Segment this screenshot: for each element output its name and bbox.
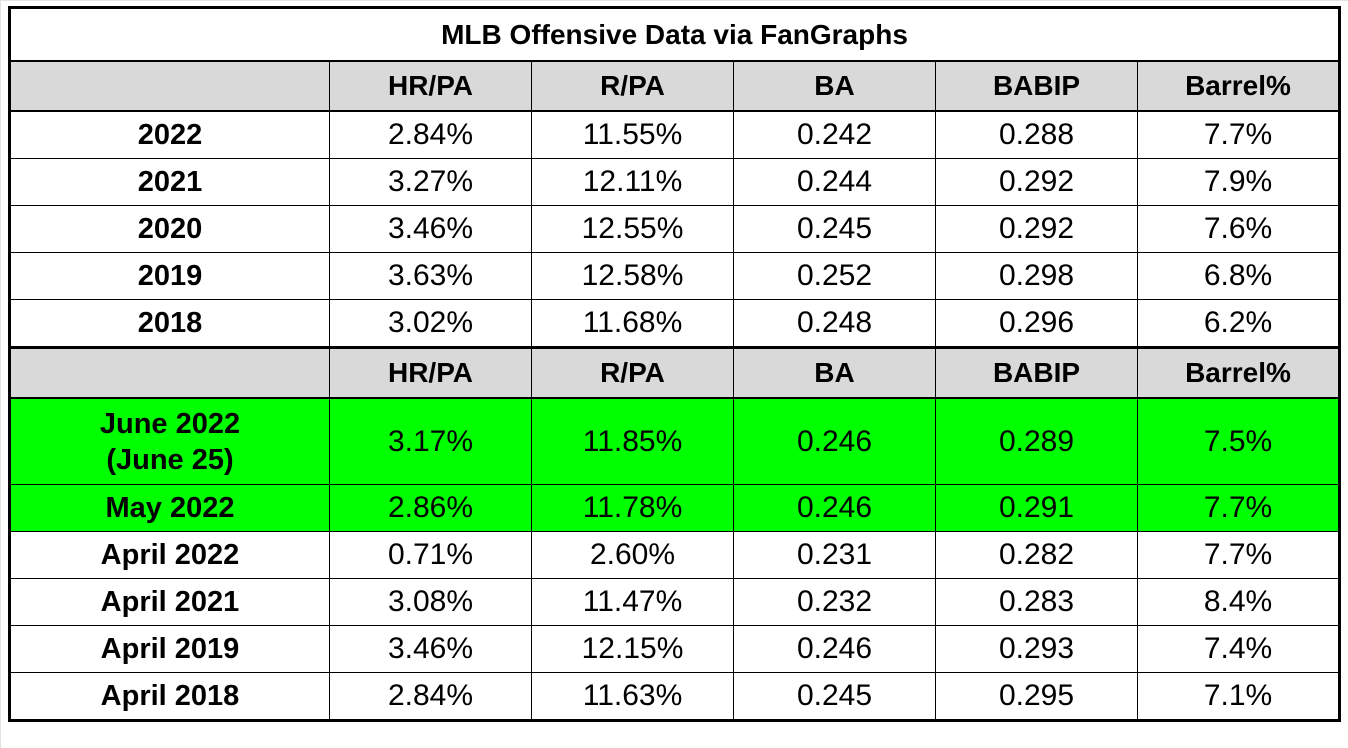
cell-barrel[interactable]: 7.6%	[1136, 205, 1341, 253]
cell-babip[interactable]: 0.292	[935, 205, 1138, 253]
header-hr-pa[interactable]: HR/PA	[329, 60, 532, 112]
header-r-pa[interactable]: R/PA	[531, 60, 734, 112]
header-empty-cell[interactable]	[9, 60, 330, 112]
cell-hr-pa[interactable]: 3.02%	[329, 299, 532, 348]
title-row: MLB Offensive Data via FanGraphs	[8, 7, 1341, 62]
cell-hr-pa[interactable]: 2.84%	[329, 110, 532, 159]
header-row-monthly: HR/PA R/PA BA BABIP Barrel%	[9, 346, 1341, 399]
cell-ba[interactable]: 0.232	[733, 578, 936, 626]
row-label[interactable]: 2022	[9, 110, 330, 159]
cell-hr-pa[interactable]: 3.46%	[329, 205, 532, 253]
cell-r-pa[interactable]: 11.63%	[531, 672, 734, 721]
cell-r-pa[interactable]: 11.78%	[531, 484, 734, 532]
cell-barrel[interactable]: 7.9%	[1136, 158, 1341, 206]
cell-ba[interactable]: 0.246	[733, 484, 936, 532]
cell-babip[interactable]: 0.296	[935, 299, 1138, 348]
cell-babip[interactable]: 0.298	[935, 252, 1138, 300]
cell-barrel[interactable]: 7.5%	[1136, 397, 1341, 485]
cell-babip[interactable]: 0.291	[935, 484, 1138, 532]
cell-babip[interactable]: 0.288	[935, 110, 1138, 159]
header-babip[interactable]: BABIP	[935, 346, 1138, 399]
row-label[interactable]: 2021	[9, 158, 330, 206]
header-r-pa[interactable]: R/PA	[531, 346, 734, 399]
header-ba[interactable]: BA	[733, 346, 936, 399]
cell-barrel[interactable]: 6.2%	[1136, 299, 1341, 348]
cell-ba[interactable]: 0.231	[733, 531, 936, 579]
table-row-highlighted: June 2022 (June 25) 3.17% 11.85% 0.246 0.…	[9, 397, 1341, 485]
cell-hr-pa[interactable]: 3.46%	[329, 625, 532, 673]
table-row: 2020 3.46% 12.55% 0.245 0.292 7.6%	[9, 205, 1341, 253]
header-babip[interactable]: BABIP	[935, 60, 1138, 112]
cell-hr-pa[interactable]: 3.17%	[329, 397, 532, 485]
table-row: April 2021 3.08% 11.47% 0.232 0.283 8.4%	[9, 578, 1341, 626]
cell-babip[interactable]: 0.292	[935, 158, 1138, 206]
cell-barrel[interactable]: 6.8%	[1136, 252, 1341, 300]
mlb-offense-table: MLB Offensive Data via FanGraphs HR/PA R…	[8, 6, 1342, 722]
cell-hr-pa[interactable]: 2.84%	[329, 672, 532, 721]
cell-r-pa[interactable]: 2.60%	[531, 531, 734, 579]
cell-babip[interactable]: 0.295	[935, 672, 1138, 721]
cell-ba[interactable]: 0.252	[733, 252, 936, 300]
cell-r-pa[interactable]: 11.68%	[531, 299, 734, 348]
table-row-highlighted: May 2022 2.86% 11.78% 0.246 0.291 7.7%	[9, 484, 1341, 532]
header-hr-pa[interactable]: HR/PA	[329, 346, 532, 399]
row-label[interactable]: 2019	[9, 252, 330, 300]
row-label[interactable]: April 2018	[9, 672, 330, 721]
cell-ba[interactable]: 0.246	[733, 625, 936, 673]
table-row: April 2022 0.71% 2.60% 0.231 0.282 7.7%	[9, 531, 1341, 579]
cell-barrel[interactable]: 7.4%	[1136, 625, 1341, 673]
header-barrel[interactable]: Barrel%	[1136, 346, 1341, 399]
cell-hr-pa[interactable]: 2.86%	[329, 484, 532, 532]
row-label[interactable]: 2018	[9, 299, 330, 348]
cell-ba[interactable]: 0.246	[733, 397, 936, 485]
row-label-line2: (June 25)	[106, 443, 234, 476]
row-label[interactable]: June 2022 (June 25)	[9, 397, 330, 485]
table-row: April 2018 2.84% 11.63% 0.245 0.295 7.1%	[9, 672, 1341, 721]
cell-hr-pa[interactable]: 3.08%	[329, 578, 532, 626]
header-empty-cell[interactable]	[9, 346, 330, 399]
row-label[interactable]: May 2022	[9, 484, 330, 532]
header-row-yearly: HR/PA R/PA BA BABIP Barrel%	[9, 60, 1341, 112]
cell-ba[interactable]: 0.244	[733, 158, 936, 206]
table-title[interactable]: MLB Offensive Data via FanGraphs	[8, 7, 1341, 62]
table-row: 2021 3.27% 12.11% 0.244 0.292 7.9%	[9, 158, 1341, 206]
cell-ba[interactable]: 0.248	[733, 299, 936, 348]
cell-hr-pa[interactable]: 0.71%	[329, 531, 532, 579]
cell-r-pa[interactable]: 12.11%	[531, 158, 734, 206]
cell-r-pa[interactable]: 12.55%	[531, 205, 734, 253]
header-barrel[interactable]: Barrel%	[1136, 60, 1341, 112]
cell-hr-pa[interactable]: 3.63%	[329, 252, 532, 300]
cell-ba[interactable]: 0.245	[733, 672, 936, 721]
cell-hr-pa[interactable]: 3.27%	[329, 158, 532, 206]
table-row: 2018 3.02% 11.68% 0.248 0.296 6.2%	[9, 299, 1341, 348]
table-row: 2022 2.84% 11.55% 0.242 0.288 7.7%	[9, 110, 1341, 159]
cell-r-pa[interactable]: 11.55%	[531, 110, 734, 159]
cell-r-pa[interactable]: 11.85%	[531, 397, 734, 485]
table-row: April 2019 3.46% 12.15% 0.246 0.293 7.4%	[9, 625, 1341, 673]
cell-r-pa[interactable]: 11.47%	[531, 578, 734, 626]
cell-ba[interactable]: 0.245	[733, 205, 936, 253]
cell-babip[interactable]: 0.282	[935, 531, 1138, 579]
cell-babip[interactable]: 0.283	[935, 578, 1138, 626]
cell-ba[interactable]: 0.242	[733, 110, 936, 159]
cell-barrel[interactable]: 8.4%	[1136, 578, 1341, 626]
cell-barrel[interactable]: 7.1%	[1136, 672, 1341, 721]
row-label[interactable]: April 2019	[9, 625, 330, 673]
row-label[interactable]: April 2022	[9, 531, 330, 579]
header-ba[interactable]: BA	[733, 60, 936, 112]
row-label-line1: June 2022	[99, 407, 241, 440]
row-label[interactable]: 2020	[9, 205, 330, 253]
table-row: 2019 3.63% 12.58% 0.252 0.298 6.8%	[9, 252, 1341, 300]
cell-babip[interactable]: 0.293	[935, 625, 1138, 673]
cell-barrel[interactable]: 7.7%	[1136, 531, 1341, 579]
cell-babip[interactable]: 0.289	[935, 397, 1138, 485]
cell-barrel[interactable]: 7.7%	[1136, 110, 1341, 159]
cell-r-pa[interactable]: 12.15%	[531, 625, 734, 673]
cell-r-pa[interactable]: 12.58%	[531, 252, 734, 300]
cell-barrel[interactable]: 7.7%	[1136, 484, 1341, 532]
row-label[interactable]: April 2021	[9, 578, 330, 626]
